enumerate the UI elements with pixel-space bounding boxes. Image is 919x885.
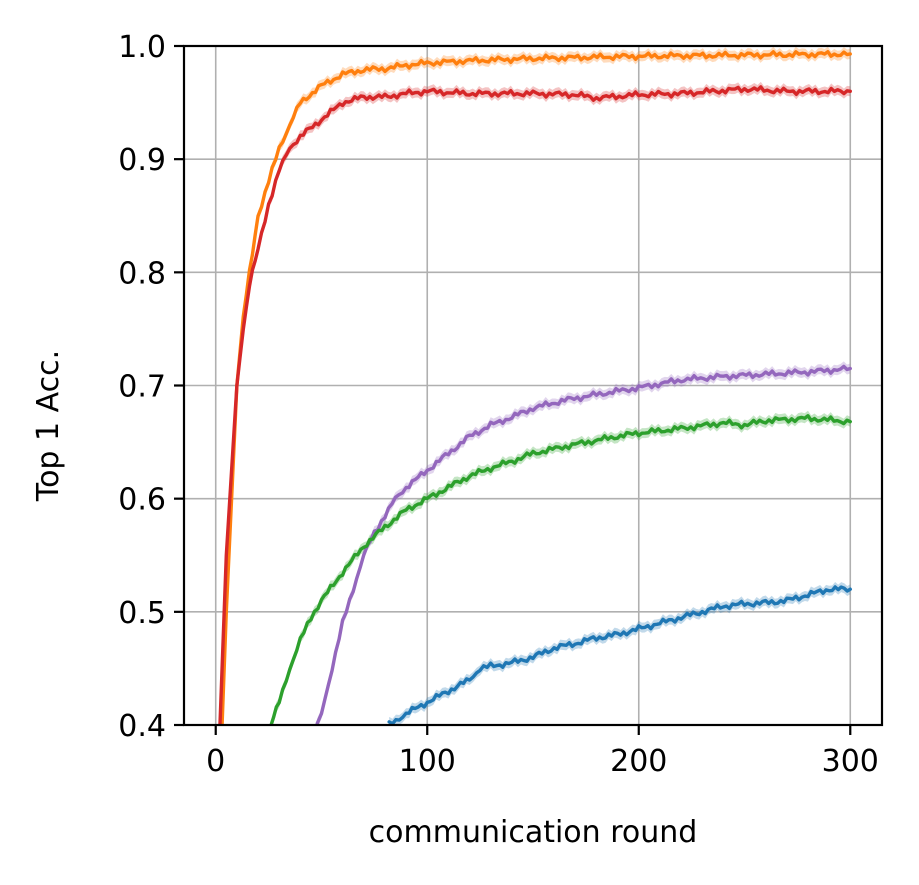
series-lines [218,50,852,725]
series-line [269,414,852,725]
series-line [387,585,852,725]
y-tick-label: 0.7 [118,370,166,405]
series-band [221,46,851,725]
series-line [220,50,852,725]
y-tick-label: 0.6 [118,483,166,518]
tick-labels: 0 100 200 300 0.4 0.5 0.6 0.7 0.8 0.9 1.0 [118,30,879,779]
axes [174,44,884,735]
series-band [219,81,851,725]
y-axis-title: Top 1 Acc. [31,350,66,502]
y-tick-label: 0.8 [118,256,166,291]
y-tick-label: 0.4 [118,709,166,744]
y-tick-label: 1.0 [118,30,166,65]
y-tick-label: 0.9 [118,143,166,178]
series-line [315,364,852,725]
x-tick-label: 300 [822,744,879,779]
series-band [389,581,851,725]
series-line [218,85,852,725]
series-bands [219,46,851,725]
x-tick-label: 100 [399,744,456,779]
plot-frame [182,44,884,727]
x-axis-title: communication round [369,815,698,850]
x-tick-label: 0 [206,744,225,779]
x-tick-label: 200 [610,744,667,779]
y-tick-label: 0.5 [118,596,166,631]
